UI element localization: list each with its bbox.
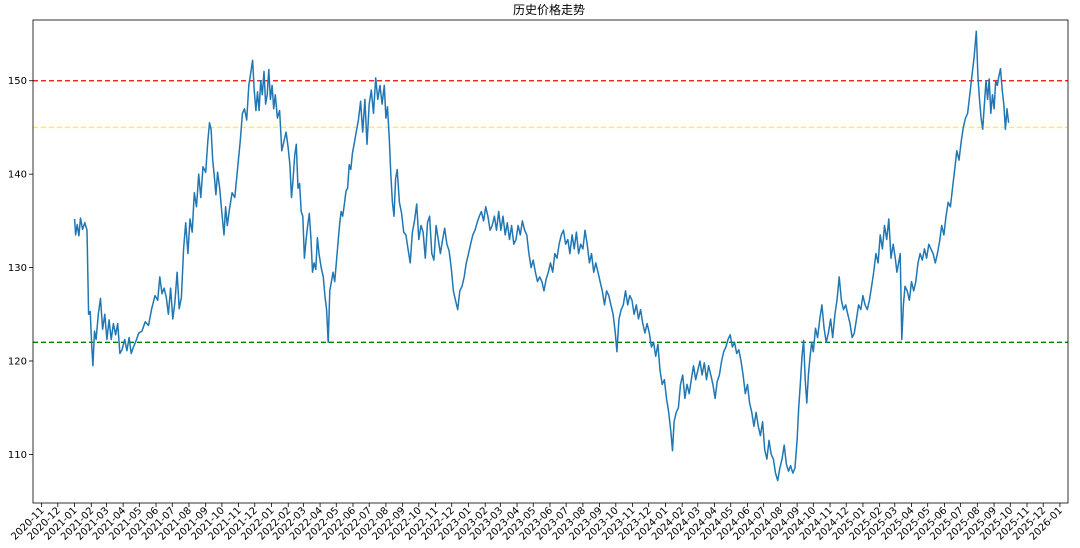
y-tick-label: 130 bbox=[8, 263, 27, 274]
y-tick-label: 120 bbox=[8, 356, 27, 367]
chart-title: 历史价格走势 bbox=[513, 2, 585, 17]
y-axis: 110 120 130 140 150 bbox=[8, 76, 33, 461]
y-tick-label: 110 bbox=[8, 450, 27, 461]
plot-frame bbox=[32, 19, 1069, 504]
y-tick-label: 150 bbox=[8, 76, 27, 87]
reference-lines bbox=[33, 80, 1068, 343]
series-line-0 bbox=[73, 30, 1010, 482]
series-layer bbox=[73, 30, 1010, 482]
x-axis: 2020-112020-122021-012021-022021-032021-… bbox=[9, 503, 1065, 543]
y-tick-label: 140 bbox=[8, 170, 27, 181]
